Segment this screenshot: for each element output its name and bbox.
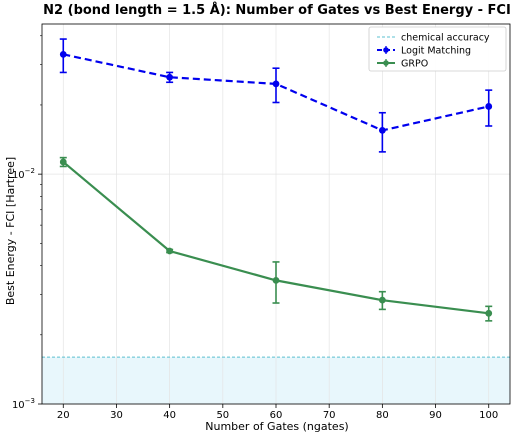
data-point [272,276,280,284]
legend-label: GRPO [401,59,428,70]
data-point [59,158,67,166]
x-tick-label: 90 [429,410,442,421]
legend-swatch-marker [383,60,389,66]
legend-swatch-marker [383,47,389,53]
data-point [272,80,280,88]
plot-frame [41,23,511,405]
x-tick-label: 40 [163,410,176,421]
x-tick-label: 30 [110,410,123,421]
y-tick-base: 10 [12,400,25,411]
x-tick-label: 60 [270,410,283,421]
x-tick-label: 100 [479,410,498,421]
x-tick-label: 80 [376,410,389,421]
data-point [378,296,386,304]
y-tick-label: 10−3 [12,397,35,411]
data-point [378,126,386,134]
x-tick-label: 20 [57,410,70,421]
data-point [166,73,174,81]
y-tick-exponent: −3 [25,397,35,405]
x-tick-label: 50 [216,410,229,421]
data-point [166,247,174,255]
data-point [59,50,67,58]
y-axis-label: Best Energy - FCI [Hartree] [4,157,17,305]
y-tick-base: 10 [12,170,25,181]
data-point [485,103,493,110]
legend: chemical accuracy Logit Matching GRPO [368,26,507,72]
data-point [485,309,493,317]
x-tick-label: 70 [323,410,336,421]
chart-title: N2 (bond length = 1.5 Å): Number of Gate… [43,2,511,18]
legend-label: Logit Matching [401,46,471,57]
legend-label-chemical-accuracy: chemical accuracy [401,33,490,44]
y-tick-label: 10−2 [12,167,35,181]
y-tick-exponent: −2 [25,167,35,175]
x-axis-label: Number of Gates (ngates) [205,420,348,433]
legend-box [368,26,507,72]
